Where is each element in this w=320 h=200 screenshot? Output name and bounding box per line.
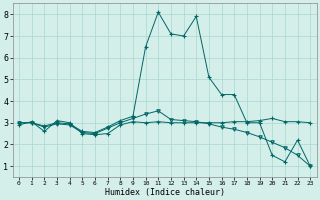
X-axis label: Humidex (Indice chaleur): Humidex (Indice chaleur): [105, 188, 225, 197]
